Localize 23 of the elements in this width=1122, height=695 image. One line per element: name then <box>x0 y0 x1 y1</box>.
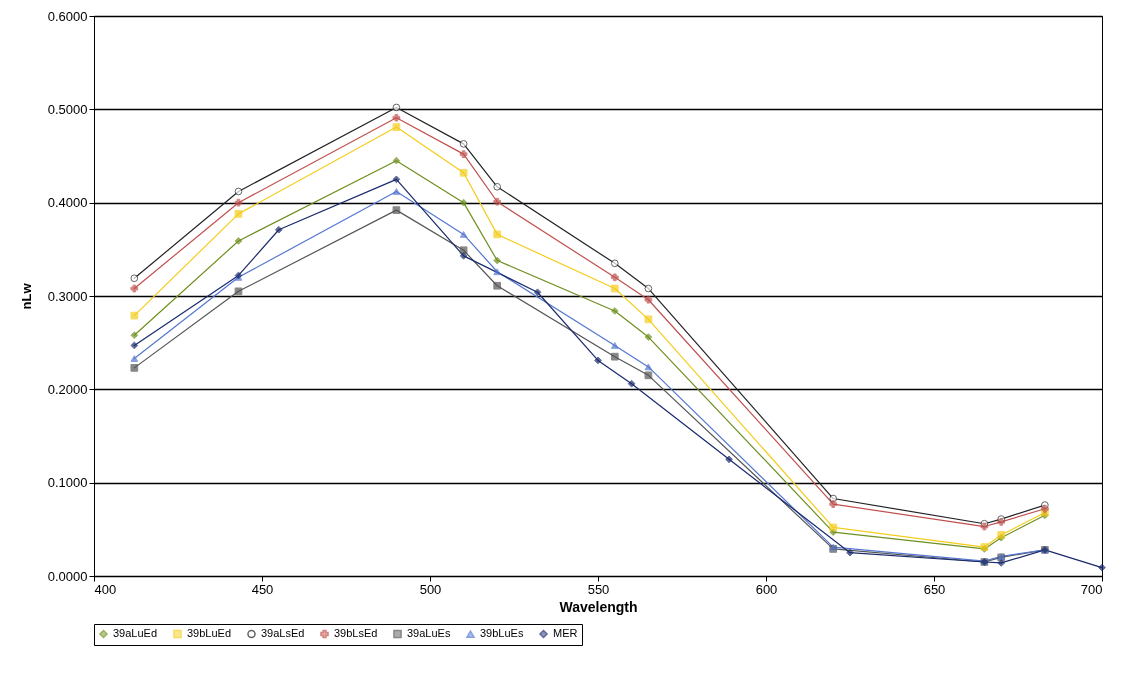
x-tick-label: 400 <box>94 581 117 597</box>
legend-label: 39aLuEs <box>407 626 451 639</box>
y-tick-label: 0.1000 <box>47 475 88 491</box>
legend-label: 39aLsEd <box>261 626 305 639</box>
legend-label: 39bLuEd <box>187 626 232 639</box>
y-tick-label: 0.5000 <box>47 101 88 117</box>
y-axis-title: nLw <box>18 282 34 310</box>
x-tick-label: 550 <box>587 581 610 597</box>
y-tick-label: 0.2000 <box>47 381 88 397</box>
legend-label: MER <box>553 626 578 639</box>
y-tick-label: 0.0000 <box>47 568 88 584</box>
x-tick-label: 650 <box>923 581 946 597</box>
legend-label: 39bLsEd <box>334 626 378 639</box>
x-tick-label: 700 <box>1080 581 1103 597</box>
legend-label: 39aLuEd <box>113 626 158 639</box>
y-tick-label: 0.6000 <box>47 8 88 24</box>
y-tick-label: 0.3000 <box>47 288 88 304</box>
x-tick-label: 500 <box>419 581 442 597</box>
x-tick-label: 450 <box>251 581 274 597</box>
x-axis-title: Wavelength <box>559 598 638 615</box>
x-tick-label: 600 <box>755 581 778 597</box>
legend-label: 39bLuEs <box>480 627 524 640</box>
y-tick-label: 0.4000 <box>47 195 88 211</box>
